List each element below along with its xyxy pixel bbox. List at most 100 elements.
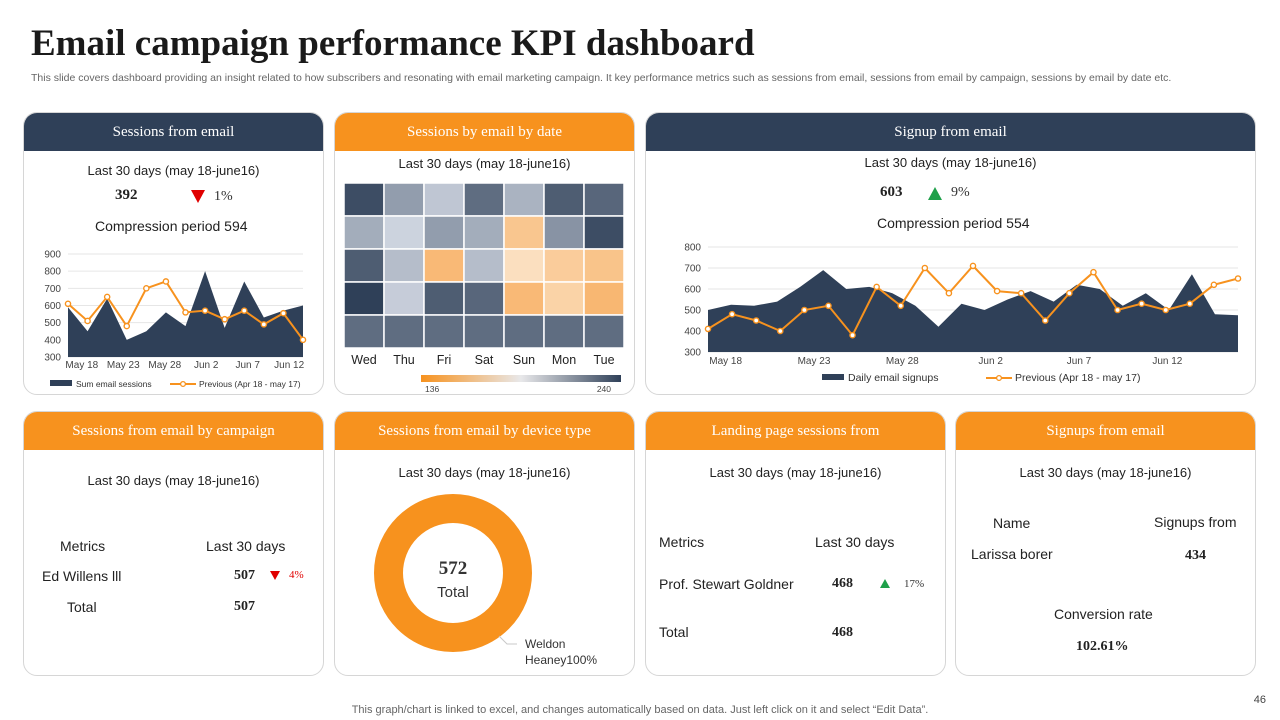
line-point bbox=[221, 315, 228, 323]
heatmap-column-label: Sat bbox=[475, 353, 494, 367]
card-header: Landing page sessions from bbox=[646, 412, 945, 450]
x-tick-label: Jun 7 bbox=[1067, 356, 1092, 367]
y-tick-label: 700 bbox=[684, 264, 701, 275]
heatmap-cell bbox=[383, 281, 425, 316]
heatmap-cell bbox=[543, 182, 585, 217]
line-point bbox=[143, 285, 150, 292]
heatmap-cell bbox=[503, 248, 545, 283]
kpi-value: 603 bbox=[880, 184, 903, 200]
heatmap-cell bbox=[503, 281, 545, 316]
heatmap-cell bbox=[423, 182, 465, 217]
line-point bbox=[240, 307, 248, 314]
y-tick-label: 900 bbox=[44, 250, 61, 261]
heatmap-cell bbox=[583, 215, 625, 250]
total-value: 468 bbox=[832, 625, 853, 640]
period-label: Last 30 days (may 18-june16) bbox=[87, 163, 260, 178]
y-tick-label: 300 bbox=[44, 353, 61, 364]
row-name: Prof. Stewart Goldner bbox=[659, 576, 794, 592]
heatmap-cell bbox=[343, 215, 385, 250]
y-tick-label: 700 bbox=[44, 284, 61, 295]
y-tick-label: 400 bbox=[44, 335, 61, 346]
period-label: Last 30 days (may 18-june16) bbox=[398, 465, 571, 480]
x-tick-label: May 18 bbox=[709, 356, 742, 367]
donut-slice bbox=[374, 494, 532, 652]
line-point bbox=[1186, 300, 1194, 307]
col-last-30: Last 30 days bbox=[815, 534, 895, 550]
col-metrics: Metrics bbox=[60, 538, 106, 554]
y-tick-label: 600 bbox=[44, 301, 61, 312]
card-header: Sessions from email bbox=[24, 113, 323, 151]
y-tick-label: 400 bbox=[684, 327, 701, 338]
heatmap-cell bbox=[583, 314, 625, 349]
heatmap-cell bbox=[543, 248, 585, 283]
heatmap-column-label: Sun bbox=[513, 353, 535, 367]
card-header: Sessions by email by date bbox=[335, 113, 634, 151]
heatmap-cell bbox=[423, 248, 465, 283]
card-landing-page: Landing page sessions from Last 30 days … bbox=[645, 411, 946, 676]
heatmap-cell bbox=[343, 314, 385, 349]
line-point bbox=[84, 317, 91, 325]
row-value: 468 bbox=[832, 576, 853, 591]
trend-up-icon bbox=[880, 579, 890, 588]
device-donut-chart[interactable] bbox=[355, 492, 555, 662]
heatmap-scale-min: 136 bbox=[425, 384, 439, 394]
signups-area-chart[interactable]: 300 400 500 600 700 800 May 18 May 23 May 28 Jun … bbox=[646, 239, 1255, 394]
donut-legend-label: Weldon Heaney100% bbox=[525, 637, 598, 667]
row-value: 507 bbox=[234, 568, 255, 583]
card-by-campaign: Sessions from email by campaign Last 30 … bbox=[23, 411, 324, 676]
legend-label: Daily email signups bbox=[848, 372, 938, 384]
heatmap-cell bbox=[383, 314, 425, 349]
y-tick-label: 500 bbox=[684, 306, 701, 317]
period-label: Last 30 days (may 18-june16) bbox=[1019, 465, 1192, 480]
legend-label: Previous (Apr 18 - may 17) bbox=[199, 379, 301, 389]
heatmap-cell bbox=[503, 182, 545, 217]
line-point bbox=[728, 310, 736, 318]
sessions-heatmap[interactable]: Wed Thu Fri Sat Sun Mon Tue 136 240 bbox=[335, 177, 634, 395]
heatmap-cell bbox=[583, 182, 625, 217]
kpi-change: 1% bbox=[214, 189, 233, 204]
col-last-30: Last 30 days bbox=[206, 538, 286, 554]
period-label: Last 30 days (may 18-june16) bbox=[864, 155, 1037, 170]
heatmap-cell bbox=[463, 314, 505, 349]
line-point bbox=[993, 287, 1001, 295]
heatmap-cell bbox=[463, 281, 505, 316]
legend-swatch-area bbox=[822, 374, 844, 380]
donut-center-value: 572 bbox=[438, 558, 468, 579]
heatmap-cell bbox=[343, 281, 385, 316]
heatmap-cell bbox=[343, 248, 385, 283]
y-tick-label: 500 bbox=[44, 318, 61, 329]
area-series-daily-email-signups bbox=[708, 270, 1238, 352]
heatmap-cell bbox=[423, 314, 465, 349]
trend-up-icon bbox=[928, 187, 942, 200]
line-point bbox=[1017, 289, 1025, 297]
x-tick-label: May 28 bbox=[886, 356, 919, 367]
page-subtitle: This slide covers dashboard providing an… bbox=[31, 72, 1172, 84]
card-by-device: Sessions from email by device type Last … bbox=[334, 411, 635, 676]
line-point bbox=[1090, 268, 1097, 276]
kpi-change: 9% bbox=[951, 185, 970, 200]
heatmap-cell bbox=[583, 281, 625, 316]
card-header: Sessions from email by device type bbox=[335, 412, 634, 450]
x-tick-label: Jun 2 bbox=[978, 356, 1003, 367]
heatmap-cell bbox=[463, 215, 505, 250]
page-number: 46 bbox=[1253, 694, 1266, 706]
sessions-area-chart[interactable]: 300 400 500 600 700 800 900 May 18 May 23 May 28 J… bbox=[24, 244, 323, 394]
y-tick-label: 800 bbox=[684, 243, 701, 254]
card-sessions-from-email: Sessions from email Last 30 days (may 18… bbox=[23, 112, 324, 395]
col-name: Name bbox=[993, 515, 1031, 531]
line-point bbox=[1114, 306, 1121, 314]
row-change: 17% bbox=[904, 578, 925, 590]
y-tick-label: 800 bbox=[44, 267, 61, 278]
heatmap-cell bbox=[383, 248, 425, 283]
heatmap-cell bbox=[343, 182, 385, 217]
line-point bbox=[969, 262, 977, 270]
row-change: 4% bbox=[289, 569, 304, 581]
donut-center-label: Total bbox=[437, 584, 469, 601]
line-point bbox=[123, 322, 131, 330]
line-point bbox=[1138, 300, 1145, 307]
row-value: 434 bbox=[1185, 548, 1206, 563]
card-header: Signup from email bbox=[646, 113, 1255, 151]
row-name: Larissa borer bbox=[971, 546, 1053, 562]
heatmap-cell bbox=[543, 215, 585, 250]
line-point bbox=[945, 289, 953, 297]
